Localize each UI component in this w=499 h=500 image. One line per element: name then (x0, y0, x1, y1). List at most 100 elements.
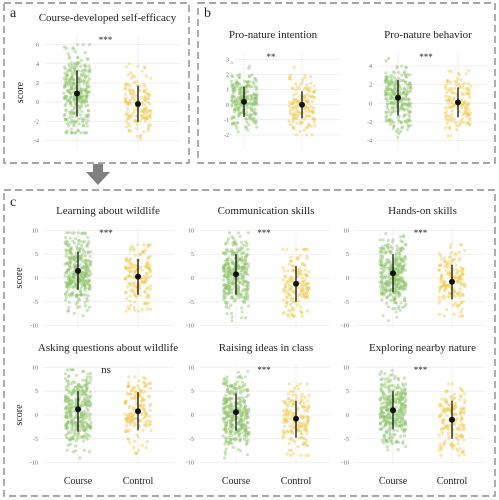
data-point (132, 247, 136, 251)
data-point (296, 110, 301, 114)
data-point (69, 95, 73, 99)
data-point (73, 272, 77, 277)
data-point (291, 389, 295, 393)
data-point (296, 113, 300, 118)
data-point (75, 55, 80, 59)
data-point (396, 115, 400, 119)
data-point (390, 105, 395, 109)
data-point (386, 88, 390, 92)
data-point (387, 118, 391, 122)
data-point (297, 267, 301, 271)
data-point (463, 111, 467, 115)
data-point (246, 94, 250, 98)
data-point (456, 293, 460, 297)
data-point (145, 265, 149, 270)
data-point (123, 86, 127, 90)
data-point (127, 88, 132, 92)
data-point (389, 101, 393, 105)
data-point (400, 106, 404, 110)
data-point (71, 274, 75, 278)
data-point (149, 429, 153, 433)
data-point (244, 103, 248, 108)
data-point (461, 300, 465, 304)
data-point (67, 276, 71, 280)
data-point (288, 123, 292, 127)
data-point (404, 242, 408, 246)
data-point (126, 103, 130, 107)
data-point (142, 249, 146, 253)
data-point (407, 89, 411, 93)
data-point (409, 87, 413, 91)
data-point (144, 265, 148, 269)
data-point (69, 110, 73, 114)
data-point (452, 118, 456, 122)
data-point (129, 114, 133, 118)
data-point (397, 76, 401, 81)
data-point (83, 274, 87, 278)
data-point (461, 292, 465, 296)
data-point (85, 83, 89, 87)
data-point (79, 73, 83, 77)
data-point (461, 423, 465, 427)
data-point (393, 84, 397, 88)
data-point (447, 89, 451, 93)
data-point (237, 231, 241, 235)
data-point (458, 243, 462, 247)
data-point (140, 396, 144, 400)
data-point (393, 90, 397, 94)
data-point (407, 112, 411, 116)
data-point (144, 279, 148, 283)
data-point (439, 285, 443, 289)
data-point (455, 417, 459, 421)
data-point (385, 87, 390, 91)
data-point (390, 89, 394, 93)
data-point (244, 395, 248, 399)
data-point (69, 279, 73, 283)
data-point (67, 89, 71, 93)
data-point (439, 403, 443, 407)
data-point (133, 390, 138, 394)
data-point (83, 117, 87, 121)
data-point (442, 296, 447, 301)
data-point (384, 78, 388, 82)
data-point (74, 302, 78, 306)
data-point (64, 117, 68, 121)
data-point (65, 268, 69, 272)
data-point (83, 266, 87, 271)
y-tick-label: -1 (224, 118, 229, 124)
data-point (394, 86, 398, 90)
data-point (303, 117, 307, 121)
data-point (145, 260, 149, 264)
data-point (79, 278, 83, 282)
data-point (395, 315, 399, 319)
data-point (145, 116, 149, 120)
data-point (236, 266, 240, 270)
chart-title: Learning about wildlife (56, 205, 160, 217)
data-point (399, 78, 403, 83)
data-point (128, 274, 132, 278)
data-point (407, 119, 411, 123)
data-point (301, 423, 306, 427)
data-point (149, 109, 153, 113)
data-point (401, 107, 405, 111)
data-point (132, 290, 136, 294)
data-point (80, 100, 84, 104)
data-point (138, 293, 142, 297)
data-point (71, 83, 75, 87)
data-point (65, 95, 69, 99)
data-point (388, 97, 392, 101)
data-point (68, 402, 72, 407)
data-point (437, 301, 441, 305)
data-point (85, 92, 90, 96)
data-point (75, 300, 80, 304)
data-point (300, 295, 304, 299)
data-point (83, 99, 87, 103)
data-point (306, 101, 310, 105)
data-point (233, 108, 237, 112)
data-point (64, 102, 68, 106)
data-point (138, 283, 142, 287)
data-point (70, 280, 75, 284)
data-point (308, 75, 313, 79)
data-point (63, 84, 67, 88)
data-point (84, 387, 89, 391)
